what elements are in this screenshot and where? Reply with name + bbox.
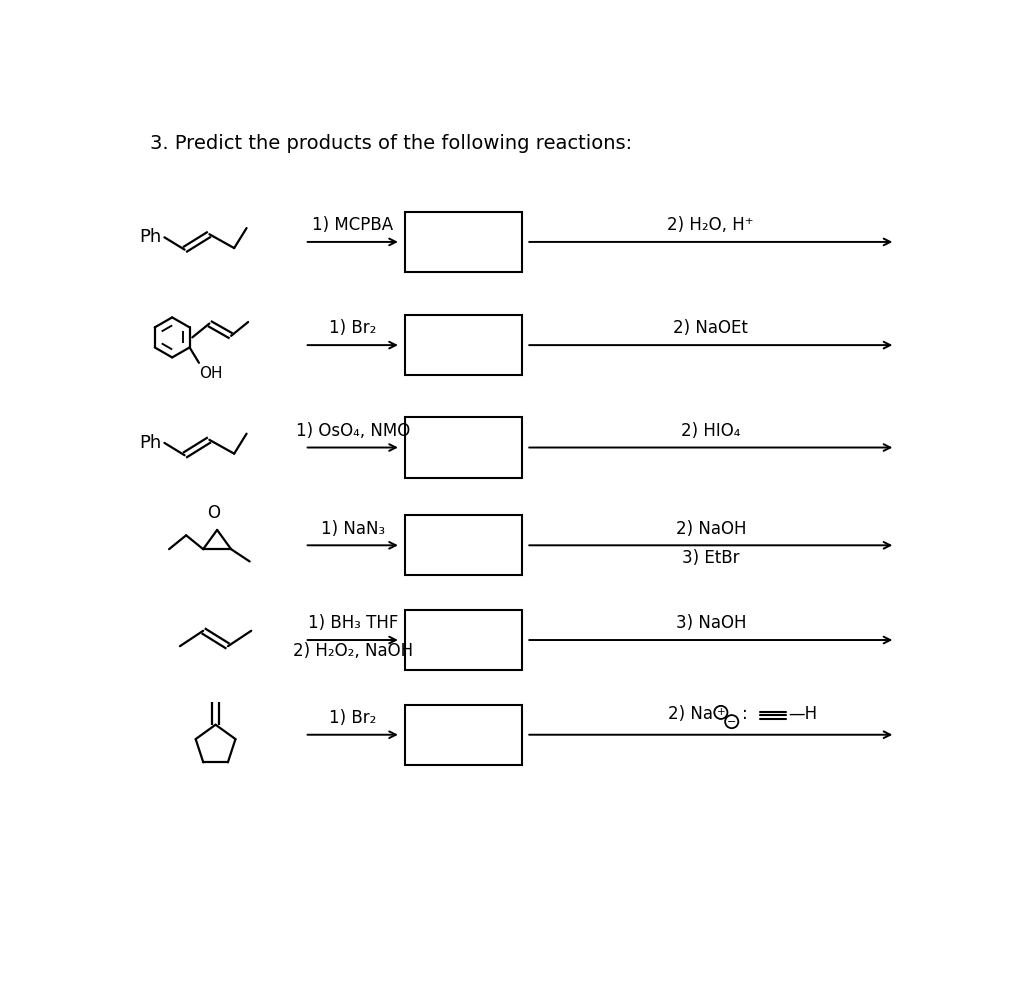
Text: −: −	[727, 717, 736, 726]
Text: O: O	[207, 504, 220, 522]
Text: 1) NaN₃: 1) NaN₃	[321, 520, 385, 538]
Text: 2) HIO₄: 2) HIO₄	[681, 422, 740, 439]
Text: 1) MCPBA: 1) MCPBA	[312, 216, 393, 234]
Bar	[404, 610, 522, 670]
Text: Ph: Ph	[139, 228, 162, 247]
Text: 1) BH₃ THF: 1) BH₃ THF	[307, 614, 398, 632]
Text: 3) EtBr: 3) EtBr	[682, 549, 739, 567]
Text: 1) OsO₄, NMO: 1) OsO₄, NMO	[296, 422, 410, 439]
Text: OH: OH	[199, 366, 222, 380]
Text: :: :	[741, 705, 758, 723]
Text: 1) Br₂: 1) Br₂	[329, 709, 377, 727]
Text: 3) NaOH: 3) NaOH	[676, 614, 746, 632]
Text: 3. Predict the products of the following reactions:: 3. Predict the products of the following…	[150, 134, 632, 153]
Bar	[404, 418, 522, 478]
Text: 2) H₂O, H⁺: 2) H₂O, H⁺	[668, 216, 754, 234]
Text: +: +	[717, 708, 725, 718]
Bar	[404, 212, 522, 272]
Bar	[404, 515, 522, 575]
Text: 1) Br₂: 1) Br₂	[329, 319, 377, 337]
Bar	[404, 705, 522, 765]
Bar	[404, 316, 522, 376]
Text: 2) Na: 2) Na	[669, 705, 713, 723]
Text: 2) NaOEt: 2) NaOEt	[674, 319, 749, 337]
Text: —H: —H	[788, 705, 817, 723]
Text: Ph: Ph	[139, 434, 162, 452]
Text: 2) NaOH: 2) NaOH	[676, 520, 746, 538]
Text: 2) H₂O₂, NaOH: 2) H₂O₂, NaOH	[293, 642, 413, 660]
